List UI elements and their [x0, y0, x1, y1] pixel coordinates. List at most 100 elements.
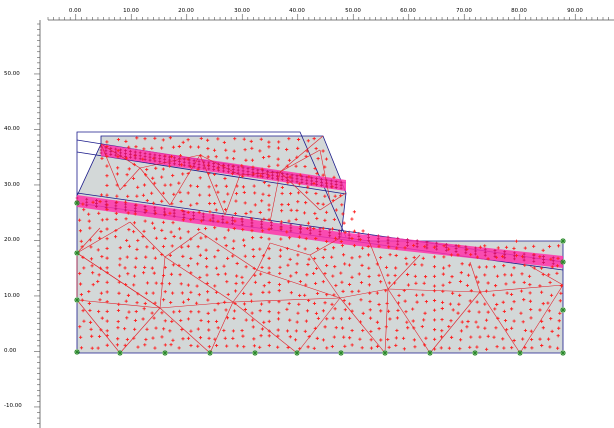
- green-fixity-icon: [517, 350, 523, 356]
- mesh-node: [242, 302, 247, 306]
- mesh-node: [163, 343, 167, 347]
- mesh-node: [368, 299, 372, 304]
- mesh-node: [396, 301, 401, 305]
- mesh-node: [350, 256, 354, 260]
- mesh-node: [486, 310, 490, 314]
- mesh-node: [199, 154, 203, 158]
- mesh-node: [197, 293, 201, 297]
- mesh-node: [377, 244, 381, 248]
- mesh-node: [323, 247, 327, 252]
- mesh-node: [213, 284, 217, 288]
- mesh-node: [315, 291, 320, 296]
- interface-node: [173, 156, 176, 160]
- mesh-node: [392, 281, 397, 285]
- mesh-node: [78, 282, 83, 286]
- mesh-node: [267, 319, 271, 323]
- mesh-node: [302, 211, 307, 215]
- left-ruler-label: 50.00: [4, 71, 20, 77]
- mesh-node: [307, 335, 311, 339]
- interface-node: [271, 173, 274, 177]
- mesh-node: [151, 201, 156, 205]
- interface-node: [339, 186, 343, 190]
- mesh-node: [168, 136, 172, 140]
- mesh-node: [241, 174, 245, 178]
- mesh-node: [240, 164, 244, 168]
- interface-node: [241, 172, 245, 176]
- mesh-node: [168, 329, 172, 333]
- mesh-node: [367, 266, 371, 270]
- interface-node: [551, 259, 555, 263]
- mesh-node: [412, 243, 416, 248]
- interface-node: [338, 229, 341, 233]
- interface-node: [435, 247, 439, 251]
- mesh-node: [347, 282, 352, 287]
- mesh-node: [97, 309, 101, 314]
- interface-node: [153, 206, 157, 210]
- mesh-node: [312, 226, 316, 231]
- mesh-nodes: [75, 136, 564, 351]
- mesh-node: [313, 326, 317, 330]
- mesh-node: [504, 245, 509, 249]
- interface-node: [493, 255, 497, 258]
- interface-node: [318, 230, 322, 233]
- interface-node: [104, 206, 108, 210]
- mesh-node: [368, 316, 373, 320]
- mesh-node: [406, 283, 411, 287]
- mesh-element-edge: [76, 221, 131, 254]
- mesh-node: [555, 264, 560, 268]
- mesh-node: [249, 299, 254, 303]
- mesh-node: [456, 253, 460, 257]
- mesh-node: [361, 311, 365, 315]
- interface-node: [329, 179, 333, 183]
- mesh-element-edge: [139, 154, 201, 169]
- interface-node: [207, 164, 211, 168]
- interface-node: [493, 249, 497, 252]
- mesh-node: [241, 185, 246, 189]
- mesh-node: [99, 291, 103, 295]
- mesh-element-edge: [199, 231, 258, 271]
- mesh-node: [339, 317, 344, 321]
- mesh-node: [242, 137, 246, 141]
- mesh-node: [232, 149, 236, 153]
- mesh-node: [505, 328, 509, 332]
- mesh-node: [297, 235, 302, 239]
- mesh-node: [267, 300, 271, 304]
- interface-node: [172, 208, 176, 212]
- mesh-node: [78, 271, 82, 276]
- mesh-element-edge: [232, 301, 298, 354]
- mesh-node: [154, 166, 158, 170]
- mesh-node: [343, 308, 347, 312]
- interface-node: [104, 200, 108, 204]
- mesh-node: [315, 336, 319, 340]
- mesh-node: [97, 334, 102, 339]
- interface-node: [114, 204, 118, 208]
- mesh-node: [447, 324, 451, 329]
- interface-node: [261, 175, 265, 179]
- soil-model[interactable]: [74, 131, 566, 356]
- mesh-node: [150, 311, 154, 315]
- interface-node: [158, 154, 162, 158]
- mesh-node: [118, 257, 122, 261]
- interface-node: [163, 207, 166, 211]
- left-ruler-label: 20.00: [4, 237, 20, 243]
- mesh-node: [293, 338, 298, 342]
- mesh-node: [475, 300, 479, 304]
- mesh-node: [234, 199, 238, 203]
- mesh-node: [314, 147, 318, 151]
- interface-node: [138, 157, 142, 161]
- mesh-node: [133, 265, 137, 269]
- mesh-node: [523, 346, 527, 350]
- mesh-node: [360, 263, 364, 267]
- mesh-node: [331, 274, 335, 278]
- mesh-node: [276, 163, 280, 167]
- soil-cluster[interactable]: [76, 135, 564, 354]
- mesh-node: [143, 343, 147, 347]
- interface-node: [246, 170, 250, 173]
- interface-node: [295, 177, 299, 181]
- mesh-node: [340, 280, 344, 284]
- mesh-node: [224, 148, 228, 152]
- mesh-node: [189, 310, 193, 314]
- mesh-node: [330, 344, 334, 349]
